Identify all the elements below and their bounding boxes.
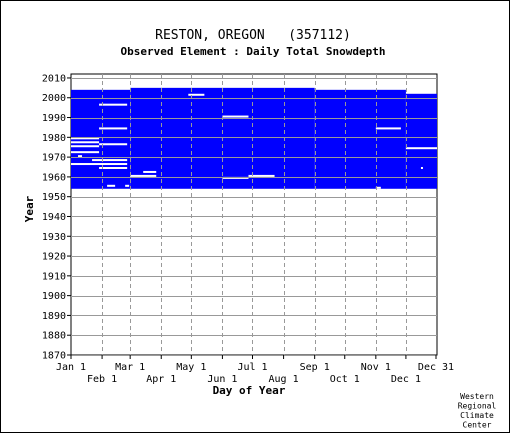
credit-line-1: Regional bbox=[458, 402, 497, 411]
x-tick-label-dec-1: Dec 1 bbox=[391, 374, 421, 385]
x-tick-label-dec-31: Dec 31 bbox=[418, 362, 454, 373]
x-tick-label-mar-1: Mar 1 bbox=[115, 362, 145, 373]
y-tick-label-2010: 2010 bbox=[42, 73, 66, 84]
grid-lines bbox=[71, 74, 437, 356]
missing-segment-0 bbox=[99, 103, 128, 106]
x-tick-label-nov-1: Nov 1 bbox=[361, 362, 391, 373]
missing-segment-21 bbox=[375, 186, 381, 189]
y-tick-label-1970: 1970 bbox=[42, 153, 66, 164]
missing-segment-12 bbox=[130, 174, 157, 177]
y-tick-label-1870: 1870 bbox=[42, 351, 66, 362]
y-tick-label-1980: 1980 bbox=[42, 133, 66, 144]
missing-segment-1 bbox=[99, 127, 128, 130]
missing-segment-3 bbox=[71, 141, 100, 144]
missing-segment-5 bbox=[71, 145, 100, 148]
y-tick-label-1900: 1900 bbox=[42, 291, 66, 302]
missing-segment-4 bbox=[99, 143, 128, 146]
y-tick-label-1890: 1890 bbox=[42, 311, 66, 322]
missing-segment-11 bbox=[143, 170, 157, 173]
data-blocks bbox=[71, 87, 437, 189]
missing-segment-14 bbox=[248, 174, 275, 177]
y-tick-label-1920: 1920 bbox=[42, 252, 66, 263]
y-tick-label-1910: 1910 bbox=[42, 271, 66, 282]
x-tick-labels: Jan 1 Mar 1 May 1 Jul 1 Sep 1 Nov 1 Dec 31 Feb … bbox=[56, 355, 454, 385]
x-tick-label-sep-1: Sep 1 bbox=[300, 362, 330, 373]
x-tick-label-apr-1: Apr 1 bbox=[146, 374, 176, 385]
missing-segment-7 bbox=[78, 155, 83, 158]
credit-line-2: Climate bbox=[460, 411, 494, 420]
y-tick-label-1990: 1990 bbox=[42, 113, 66, 124]
missing-segment-20 bbox=[125, 184, 130, 187]
x-tick-label-may-1: May 1 bbox=[176, 362, 206, 373]
missing-segment-6 bbox=[71, 151, 100, 154]
x-tick-label-jun-1: Jun 1 bbox=[207, 374, 237, 385]
missing-segment-10 bbox=[99, 166, 128, 169]
missing-segment-19 bbox=[107, 184, 116, 187]
y-tick-label-1960: 1960 bbox=[42, 172, 66, 183]
credit-line-0: Western bbox=[460, 392, 494, 401]
record-block-3 bbox=[405, 93, 437, 189]
missing-segment-18 bbox=[405, 147, 437, 150]
missing-segment-16 bbox=[222, 115, 249, 118]
missing-segment-17 bbox=[375, 127, 401, 130]
x-tick-label-oct-1: Oct 1 bbox=[330, 374, 360, 385]
missing-segment-15 bbox=[188, 93, 205, 96]
missing-segment-8 bbox=[92, 159, 128, 162]
y-tick-labels: 1870 1880 1890 1900 1910 1920 1930 1940 1950 1960… bbox=[42, 73, 71, 362]
x-tick-label-feb-1: Feb 1 bbox=[87, 374, 117, 385]
y-tick-label-1930: 1930 bbox=[42, 232, 66, 243]
y-tick-label-1880: 1880 bbox=[42, 331, 66, 342]
y-tick-label-1950: 1950 bbox=[42, 192, 66, 203]
missing-segment-22 bbox=[420, 166, 423, 169]
y-tick-label-2000: 2000 bbox=[42, 93, 66, 104]
x-tick-label-jul-1: Jul 1 bbox=[237, 362, 267, 373]
chart-subtitle: Observed Element : Daily Total Snowdepth bbox=[121, 45, 386, 58]
chart-title: RESTON, OREGON (357112) bbox=[155, 28, 351, 43]
x-axis-title: Day of Year bbox=[213, 384, 286, 397]
y-axis-title: Year bbox=[23, 195, 36, 222]
credit-line-3: Center bbox=[463, 421, 492, 430]
x-tick-label-jan-1: Jan 1 bbox=[56, 362, 86, 373]
missing-segment-2 bbox=[71, 137, 100, 140]
x-tick-label-aug-1: Aug 1 bbox=[269, 374, 299, 385]
record-block-2 bbox=[314, 89, 406, 189]
y-tick-label-1940: 1940 bbox=[42, 212, 66, 223]
missing-segment-9 bbox=[71, 163, 128, 166]
